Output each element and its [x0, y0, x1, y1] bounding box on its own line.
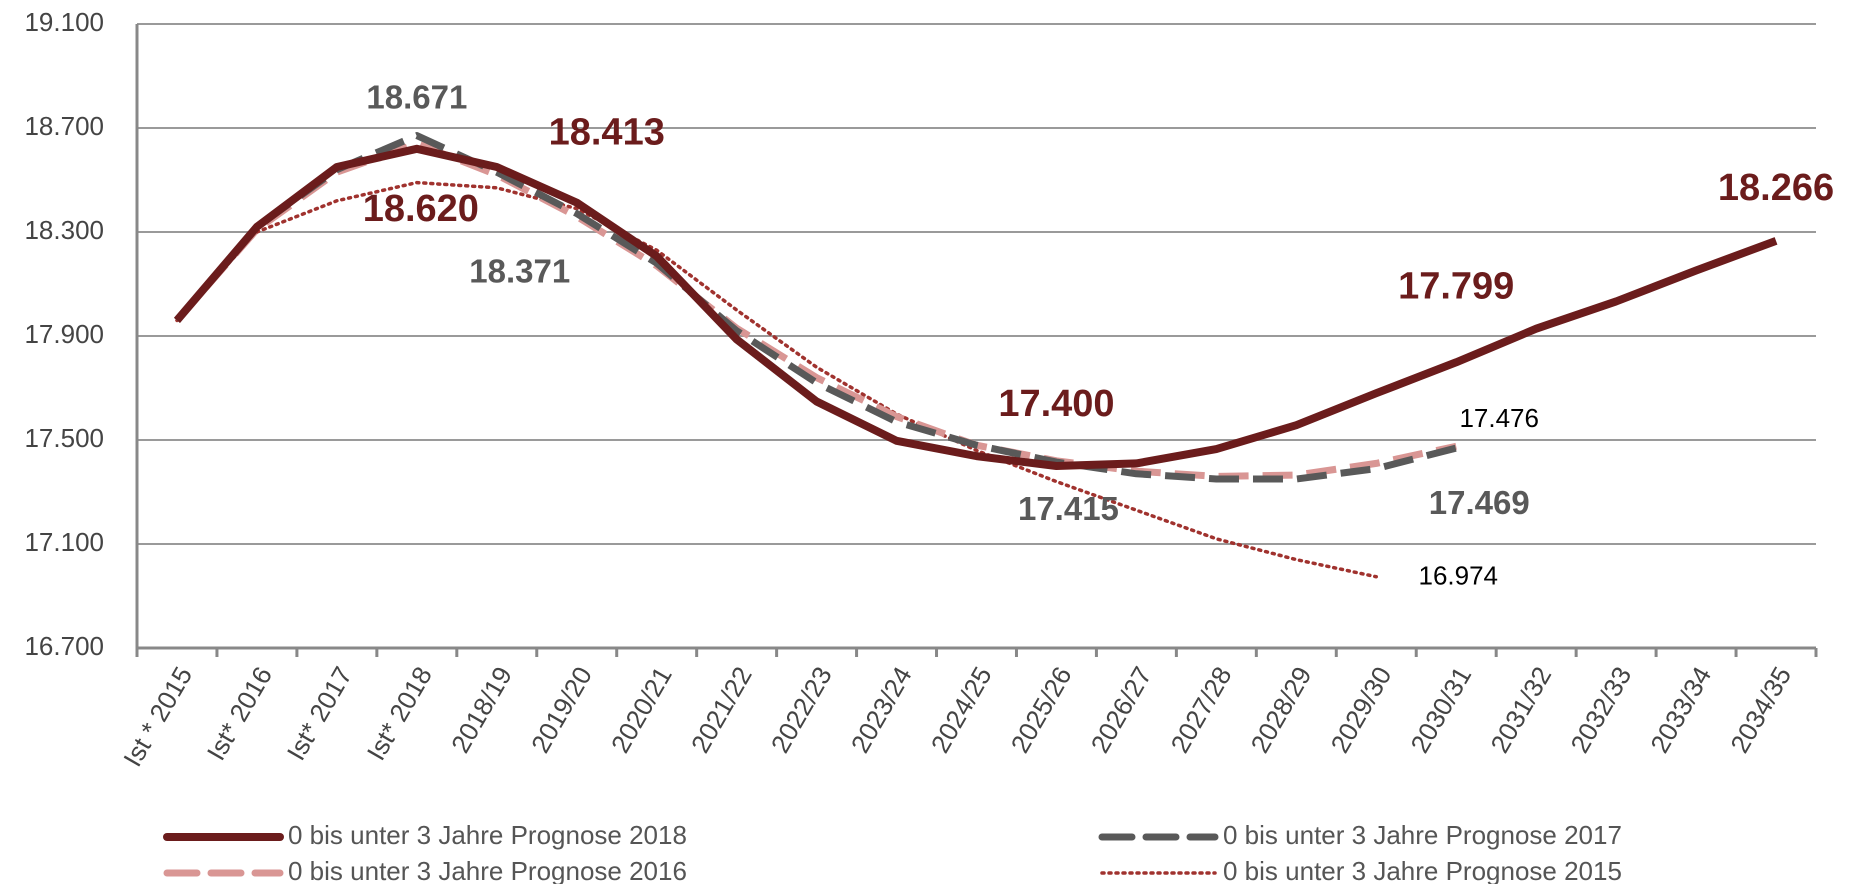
- x-tick-label: 2030/31: [1404, 661, 1477, 757]
- y-tick-label: 16.700: [24, 631, 104, 661]
- data-label: 17.400: [998, 383, 1114, 425]
- x-tick-label: 2020/21: [605, 661, 678, 757]
- data-label: 18.671: [366, 78, 467, 115]
- series-line: [174, 132, 1458, 483]
- data-label: 17.469: [1429, 484, 1530, 521]
- x-tick-label: 2026/27: [1085, 661, 1158, 757]
- legend-label: 0 bis unter 3 Jahre Prognose 2016: [288, 856, 687, 884]
- y-tick-label: 17.100: [24, 527, 104, 557]
- y-tick-label: 17.500: [24, 423, 104, 453]
- data-label: 18.371: [469, 252, 570, 289]
- x-tick-label: 2028/29: [1244, 661, 1317, 757]
- y-tick-label: 18.300: [24, 215, 104, 245]
- y-tick-label: 18.700: [24, 111, 104, 141]
- x-tick-label: 2032/33: [1564, 661, 1637, 757]
- x-tick-label: Ist* 2016: [201, 661, 278, 765]
- x-tick-label: 2018/19: [445, 661, 518, 757]
- x-tick-label: 2027/28: [1165, 661, 1238, 757]
- x-tick-label: 2025/26: [1005, 661, 1078, 757]
- x-tick-label: 2024/25: [925, 661, 998, 757]
- data-label: 18.620: [363, 188, 479, 230]
- x-tick-label: Ist * 2015: [117, 661, 198, 771]
- data-label: 17.799: [1398, 265, 1514, 307]
- x-tick-label: 2019/20: [525, 661, 598, 757]
- y-tick-label: 17.900: [24, 319, 104, 349]
- data-label: 18.413: [549, 112, 665, 154]
- series-line: [175, 180, 1379, 579]
- x-tick-label: 2031/32: [1484, 661, 1557, 757]
- x-tick-label: Ist* 2018: [361, 661, 438, 765]
- x-tick-label: 2033/34: [1644, 661, 1717, 757]
- data-label: 18.266: [1718, 167, 1834, 209]
- y-tick-label: 19.100: [24, 7, 104, 37]
- data-label: 17.476: [1459, 403, 1539, 433]
- series-line: [173, 144, 1778, 470]
- x-tick-label: 2023/24: [845, 661, 918, 757]
- data-label: 16.974: [1418, 561, 1498, 591]
- data-label: 17.415: [1018, 490, 1119, 527]
- legend-label: 0 bis unter 3 Jahre Prognose 2017: [1223, 820, 1622, 850]
- x-tick-label: Ist* 2017: [281, 661, 358, 765]
- x-tick-label: 2029/30: [1324, 661, 1397, 757]
- x-tick-label: 2034/35: [1724, 661, 1797, 757]
- legend-label: 0 bis unter 3 Jahre Prognose 2018: [288, 820, 687, 850]
- x-tick-label: 2021/22: [685, 661, 758, 757]
- x-tick-label: 2022/23: [765, 661, 838, 757]
- legend-label: 0 bis unter 3 Jahre Prognose 2015: [1223, 856, 1622, 884]
